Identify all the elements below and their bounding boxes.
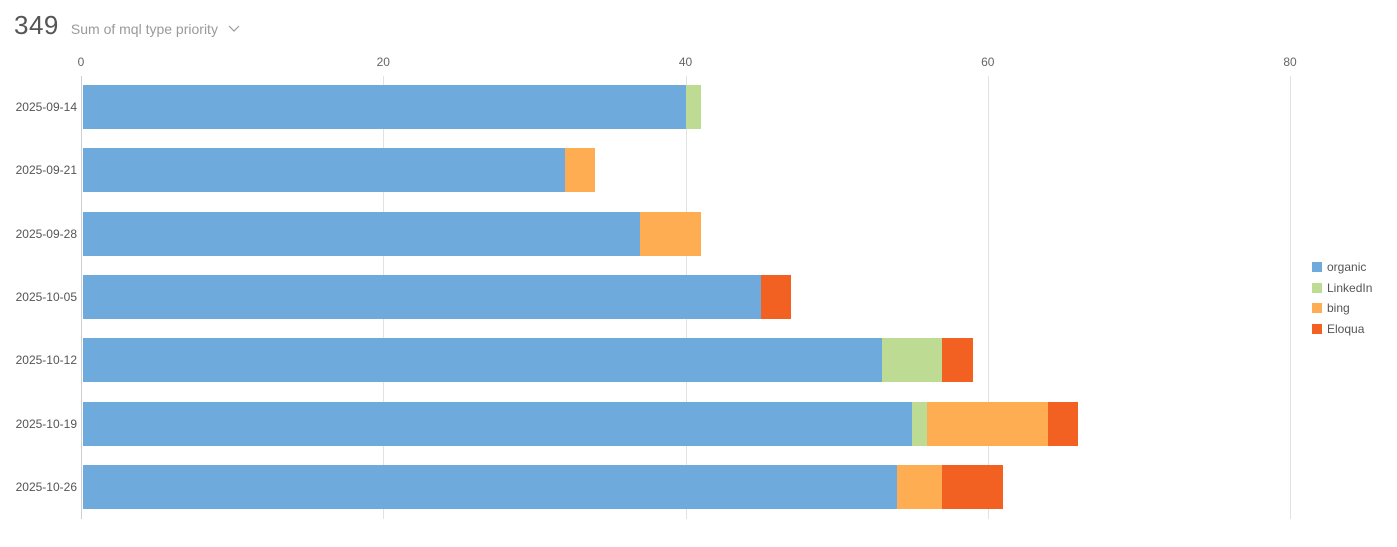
gridline	[988, 76, 989, 519]
category-label: 2025-09-21	[15, 163, 77, 177]
category-label: 2025-09-28	[15, 227, 77, 241]
legend-item-eloqua[interactable]: Eloqua	[1312, 319, 1372, 340]
category-label: 2025-10-19	[15, 417, 77, 431]
legend-item-linkedin[interactable]: LinkedIn	[1312, 278, 1372, 299]
bar-segment-organic[interactable]	[83, 275, 762, 319]
category-label: 2025-10-05	[15, 290, 77, 304]
bar-segment-bing[interactable]	[927, 402, 1049, 446]
legend-swatch-icon	[1312, 323, 1322, 334]
bar-segment-linkedin[interactable]	[685, 85, 701, 129]
bar-segment-organic[interactable]	[83, 465, 898, 509]
bar-segment-organic[interactable]	[83, 402, 913, 446]
bar-segment-eloqua[interactable]	[1048, 402, 1079, 446]
x-tick-label: 60	[981, 55, 995, 69]
bar-row[interactable]	[83, 465, 1003, 509]
chart-legend: organic LinkedIn bing Eloqua	[1312, 257, 1372, 339]
bar-segment-bing[interactable]	[897, 465, 943, 509]
bar-segment-organic[interactable]	[83, 212, 641, 256]
x-tick-label: 0	[77, 55, 85, 69]
legend-label: bing	[1327, 301, 1350, 316]
bar-segment-eloqua[interactable]	[942, 465, 1003, 509]
gridline	[1290, 76, 1291, 519]
category-label: 2025-09-14	[15, 100, 77, 114]
legend-label: Eloqua	[1327, 321, 1365, 336]
bar-segment-eloqua[interactable]	[942, 338, 973, 382]
bar-row[interactable]	[83, 212, 701, 256]
legend-swatch-icon	[1312, 303, 1322, 314]
bar-row[interactable]	[83, 275, 792, 319]
y-axis-line	[81, 76, 82, 519]
legend-item-organic[interactable]: organic	[1312, 257, 1372, 278]
bar-segment-linkedin[interactable]	[912, 402, 928, 446]
bar-segment-organic[interactable]	[83, 338, 882, 382]
bar-segment-bing[interactable]	[564, 148, 595, 192]
chart-header: 349 Sum of mql type priority	[14, 10, 240, 41]
legend-label: organic	[1327, 260, 1367, 275]
bar-row[interactable]	[83, 85, 701, 129]
bar-segment-organic[interactable]	[83, 148, 565, 192]
x-tick-label: 40	[678, 55, 693, 69]
bar-segment-bing[interactable]	[640, 212, 701, 256]
bar-row[interactable]	[83, 148, 595, 192]
x-tick-label: 20	[376, 55, 390, 69]
metric-label: Sum of mql type priority	[70, 21, 218, 37]
category-label: 2025-10-12	[15, 353, 77, 367]
legend-swatch-icon	[1312, 282, 1322, 293]
legend-label: LinkedIn	[1327, 280, 1373, 295]
bar-segment-linkedin[interactable]	[881, 338, 943, 382]
chevron-down-icon	[228, 25, 240, 32]
x-tick-label: 80	[1283, 55, 1297, 69]
legend-item-bing[interactable]: bing	[1312, 298, 1372, 319]
bar-row[interactable]	[83, 338, 973, 382]
total-value: 349	[14, 10, 59, 40]
bar-row[interactable]	[83, 402, 1079, 446]
category-label: 2025-10-26	[15, 480, 77, 494]
legend-swatch-icon	[1312, 262, 1322, 273]
bar-segment-organic[interactable]	[83, 85, 686, 129]
bar-segment-eloqua[interactable]	[761, 275, 792, 319]
metric-selector[interactable]: Sum of mql type priority	[71, 21, 240, 37]
